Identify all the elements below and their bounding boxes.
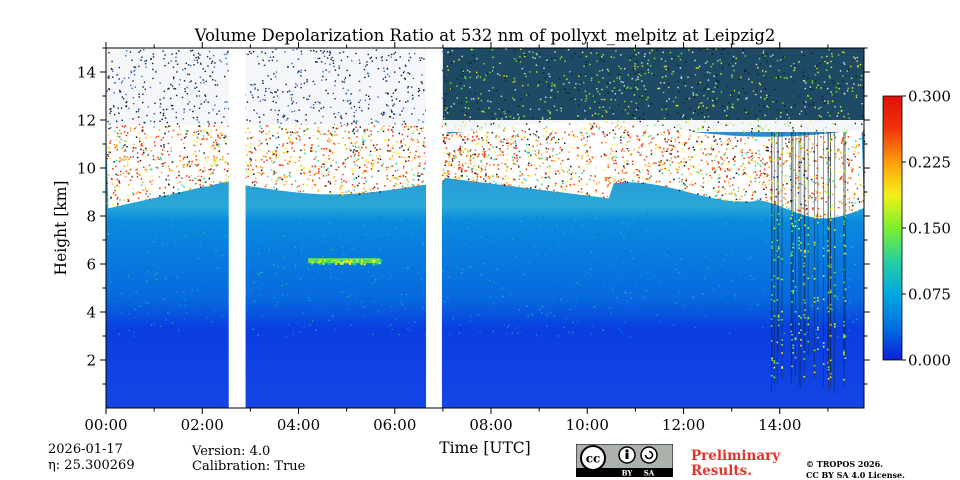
- share-alike-icon: [640, 446, 658, 464]
- footer-calibration: Calibration: True: [192, 459, 306, 474]
- colorbar-tick-label: 0.150: [908, 220, 951, 238]
- y-axis-label: Height [km]: [52, 181, 70, 276]
- prelim-line1: Preliminary: [691, 448, 781, 464]
- colorbar-tick-label: 0.300: [908, 88, 951, 106]
- upper-noisy-region: [442, 48, 864, 120]
- preliminary-results-note: Preliminary Results.: [691, 449, 780, 479]
- footer-date: 2026-01-17: [48, 442, 123, 457]
- colorbar: 0.000 0.075 0.150 0.225 0.300: [882, 88, 951, 370]
- colorbar-tick-label: 0.225: [908, 154, 951, 172]
- cirrus-cloud-layer: [106, 122, 866, 395]
- cc-logo-text: cc: [586, 452, 601, 466]
- copyright-note: © TROPOS 2026. CC BY SA 4.0 License.: [806, 459, 905, 480]
- data-gaps: [228, 48, 442, 408]
- y-tick-label: 8: [86, 208, 96, 226]
- cirrus-cloud-body: [106, 122, 864, 219]
- footer-version: Version: 4.0: [192, 444, 271, 459]
- data-gap: [228, 48, 246, 408]
- prelim-line2: Results.: [691, 463, 752, 479]
- colorbar-gradient: [882, 95, 903, 361]
- y-axis: 2 4 6 8 10 12 14: [77, 47, 870, 385]
- badge-by-text: BY: [622, 469, 634, 478]
- x-tick-label: 10:00: [566, 416, 609, 434]
- colorbar-tick-label: 0.075: [908, 286, 951, 304]
- colorbar-tick-label: 0.000: [908, 352, 951, 370]
- data-gap: [426, 48, 442, 408]
- colorbar-ticks: 0.000 0.075 0.150 0.225 0.300: [902, 88, 951, 370]
- y-tick-label: 12: [77, 112, 96, 130]
- badge-sa-text: SA: [644, 469, 655, 478]
- chart-title: Volume Depolarization Ratio at 532 nm of…: [194, 26, 776, 45]
- x-tick-label: 14:00: [758, 416, 801, 434]
- cc-license-badge: cc BY SA: [576, 444, 673, 477]
- cc-logo-icon: [580, 445, 606, 471]
- y-tick-label: 2: [86, 352, 96, 370]
- x-tick-label: 06:00: [373, 416, 416, 434]
- y-tick-label: 6: [86, 256, 96, 274]
- axes-frame: [105, 47, 865, 409]
- y-tick-label: 4: [86, 304, 96, 322]
- footer-eta: η: 25.300269: [48, 458, 135, 473]
- x-tick-label: 02:00: [181, 416, 224, 434]
- copyright-line2: CC BY SA 4.0 License.: [806, 470, 905, 480]
- y-tick-label: 14: [77, 64, 96, 82]
- x-axis-label: Time [UTC]: [439, 439, 530, 457]
- copyright-line1: © TROPOS 2026.: [806, 459, 883, 469]
- x-axis: 00:00 02:00 04:00 06:00 08:00 10:00 12:00 14:00: [84, 42, 829, 434]
- plot-area: [106, 48, 866, 408]
- x-tick-label: 08:00: [469, 416, 512, 434]
- y-tick-label: 10: [77, 160, 96, 178]
- x-tick-label: 12:00: [662, 416, 705, 434]
- x-tick-label: 00:00: [84, 416, 127, 434]
- x-tick-label: 04:00: [277, 416, 320, 434]
